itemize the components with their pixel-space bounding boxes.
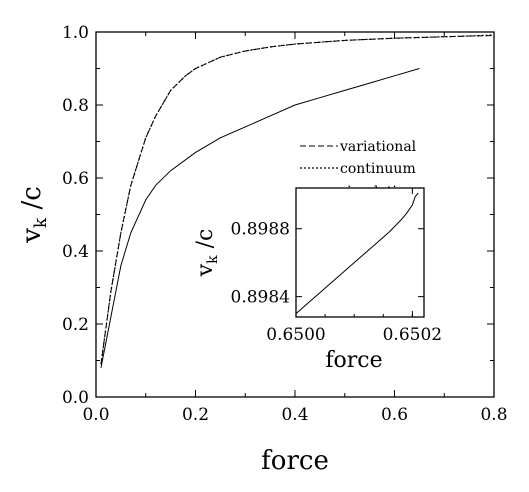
y-axis-title-main: v bbox=[17, 228, 47, 244]
inset-y-axis-title-tail: /c bbox=[193, 229, 218, 256]
y-tick-label: 1.0 bbox=[62, 23, 89, 43]
inset-y-tick-label: 0.8984 bbox=[231, 288, 290, 308]
series-line-continuum bbox=[100, 34, 495, 365]
x-axis-title: force bbox=[261, 446, 329, 476]
inset-plot: 0.6500 0.6502 0.8984 0.8988 force vk /c bbox=[193, 187, 443, 373]
legend-label-continuum: continuum bbox=[340, 161, 416, 177]
y-tick-label: 0.0 bbox=[62, 388, 89, 408]
main-series bbox=[100, 34, 495, 368]
x-tick-label: 0.4 bbox=[281, 405, 308, 425]
y-axis-title-subscript: k bbox=[31, 217, 51, 228]
main-ticks bbox=[95, 31, 495, 398]
y-tick-label: 0.2 bbox=[62, 315, 89, 335]
y-tick-label: 0.6 bbox=[62, 169, 89, 189]
inset-plot-frame bbox=[295, 187, 425, 318]
x-tick-label: 0.0 bbox=[82, 405, 109, 425]
x-tick-label: 0.6 bbox=[381, 405, 408, 425]
inset-x-tick-label: 0.6502 bbox=[383, 325, 442, 345]
inset-series-line bbox=[295, 192, 419, 314]
x-tick-label: 0.8 bbox=[480, 405, 507, 425]
inset-ticks bbox=[295, 188, 424, 317]
inset-x-tick-label: 0.6500 bbox=[266, 325, 325, 345]
inset-y-axis-title-main: v bbox=[193, 263, 218, 277]
main-tick-labels: 0.0 0.2 0.4 0.6 0.8 0.0 0.2 0.4 0.6 0.8 1.0 bbox=[62, 23, 508, 425]
inset-y-axis-title: vk /c bbox=[193, 229, 221, 278]
legend-label-variational: variational bbox=[339, 139, 417, 155]
y-tick-label: 0.8 bbox=[62, 96, 89, 116]
inset-series bbox=[295, 192, 419, 314]
inset-tick-labels: 0.6500 0.6502 0.8984 0.8988 bbox=[231, 220, 443, 345]
main-plot: 0.0 0.2 0.4 0.6 0.80.00.20.40.60.81.0 force … bbox=[17, 23, 508, 476]
x-tick-label: 0.2 bbox=[182, 405, 209, 425]
y-axis-title-tail: /c bbox=[17, 186, 47, 218]
inset-x-axis-title: force bbox=[325, 348, 382, 373]
inset-y-tick-label: 0.8988 bbox=[231, 220, 290, 240]
y-axis-title: vk /c bbox=[17, 186, 51, 244]
inset-y-axis-title-subscript: k bbox=[205, 255, 221, 264]
series-line-simulation bbox=[100, 68, 420, 368]
y-tick-label: 0.4 bbox=[62, 242, 89, 262]
